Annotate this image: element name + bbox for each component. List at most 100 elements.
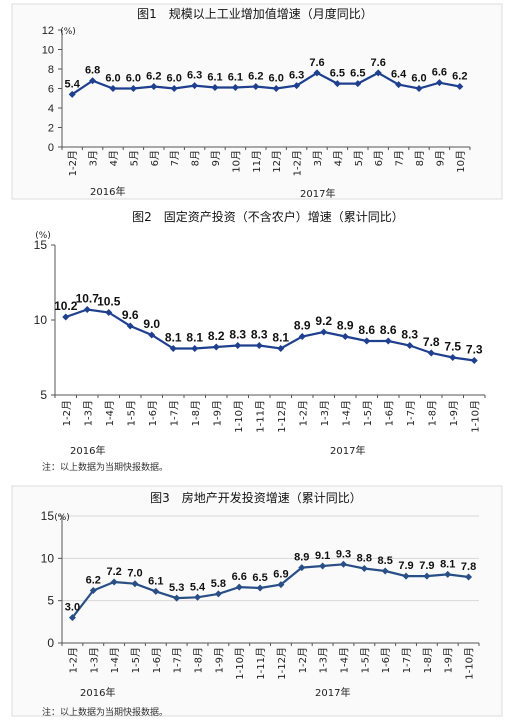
data-point: [129, 85, 137, 92]
data-label: 8.1: [272, 331, 289, 345]
x-category-label: 4月: [332, 150, 344, 166]
x-category-label: 1-7月: [401, 647, 413, 673]
y-tick-label: 10: [41, 551, 55, 565]
data-label: 8.9: [294, 319, 311, 333]
data-point: [256, 584, 264, 592]
year-label: 2017年: [300, 187, 335, 200]
data-label: 3.0: [65, 602, 80, 614]
data-label: 8.3: [229, 328, 246, 342]
data-label: 9.0: [143, 317, 160, 331]
x-category-label: 1-5月: [125, 400, 137, 426]
x-category-label: 7月: [394, 150, 406, 166]
data-point: [333, 80, 341, 88]
y-tick-label: 15: [41, 509, 55, 523]
data-label: 6.6: [432, 67, 447, 79]
data-label: 10.2: [54, 299, 78, 313]
data-point: [131, 580, 139, 588]
chart-title: 图1 规模以上工业增加值增速（月度同比）: [137, 6, 373, 21]
x-category-label: 1-2月: [297, 647, 309, 673]
data-label: 6.2: [86, 575, 101, 587]
x-category-label: 1-9月: [443, 647, 455, 673]
data-point: [68, 614, 76, 622]
data-label: 8.3: [401, 328, 418, 342]
data-label: 6.0: [167, 73, 182, 85]
data-label: 6.2: [452, 71, 467, 83]
data-point: [214, 590, 222, 598]
x-category-label: 1-2月: [297, 400, 309, 426]
data-label: 9.6: [122, 308, 139, 322]
data-label: 6.1: [148, 575, 163, 587]
data-label: 5.4: [65, 78, 81, 90]
data-point: [415, 85, 423, 92]
data-label: 6.0: [105, 73, 120, 85]
data-point: [456, 83, 464, 91]
x-category-label: 1-3月: [82, 400, 94, 426]
data-point: [339, 560, 347, 568]
data-point: [68, 90, 76, 98]
data-label: 6.2: [248, 71, 263, 83]
data-point: [277, 581, 285, 589]
data-point: [423, 572, 431, 580]
data-point: [449, 354, 457, 361]
y-tick-label: 2: [48, 123, 54, 135]
x-category-label: 7月: [169, 150, 181, 166]
data-point: [170, 85, 178, 92]
data-label: 7.5: [444, 340, 461, 354]
data-point: [255, 342, 263, 349]
data-label: 6.0: [269, 73, 284, 85]
data-point: [169, 345, 177, 352]
year-label: 2017年: [315, 686, 350, 699]
y-tick-label: 8: [48, 64, 54, 76]
data-label: 7.9: [419, 560, 434, 572]
x-category-label: 1-6月: [147, 400, 159, 426]
year-label: 2016年: [70, 444, 105, 457]
y-tick-label: 5: [47, 594, 54, 608]
data-point: [212, 343, 220, 351]
data-label: 8.2: [208, 329, 225, 343]
x-category-label: 3月: [88, 150, 100, 166]
data-point: [152, 587, 160, 595]
data-label: 6.6: [232, 571, 247, 583]
data-label: 8.6: [358, 323, 375, 337]
x-category-label: 4月: [108, 150, 120, 166]
x-category-label: 1-7月: [405, 400, 417, 426]
data-point: [191, 345, 199, 352]
year-label: 2017年: [330, 444, 365, 457]
data-label: 9.1: [315, 550, 330, 562]
chart-note: 注：以上数据为当期快报数据。: [42, 461, 168, 473]
data-point: [341, 333, 349, 340]
data-label: 6.1: [228, 72, 243, 84]
data-label: 8.1: [186, 331, 203, 345]
y-tick-label: 4: [48, 103, 54, 115]
x-category-label: 1-11月: [254, 400, 266, 433]
x-category-label: 12月: [271, 150, 283, 173]
data-point: [126, 322, 134, 330]
x-category-label: 1-4月: [104, 400, 116, 426]
data-point: [395, 81, 403, 89]
x-category-label: 1-5月: [362, 400, 374, 426]
real-estate-investment-chart: 图3 房地产开发投资增速（累计同比） 0 5 10 15 (%) 1-2月 1-3月 1-4月 1…: [11, 485, 503, 718]
data-label: 10.5: [97, 295, 121, 309]
data-label: 6.5: [252, 572, 267, 584]
data-label: 9.3: [336, 548, 351, 560]
x-category-label: 3月: [312, 150, 324, 166]
chart-panel-real-estate-investment: 图3 房地产开发投资增速（累计同比） 0 5 10 15 (%) 1-2月 1-3月 1-4月 1…: [0, 484, 513, 726]
chart-frame: [11, 3, 503, 200]
data-point: [470, 357, 478, 364]
data-label: 5.3: [169, 582, 184, 594]
data-point: [360, 564, 368, 572]
x-category-label: 10月: [230, 150, 242, 173]
data-point: [402, 572, 410, 580]
year-label: 2016年: [90, 185, 125, 198]
data-point: [235, 583, 243, 591]
data-point: [406, 342, 414, 349]
y-tick-label: 6: [48, 84, 54, 96]
chart-panel-fixed-asset-investment: 图2 固定资产投资（不含农户）增速（累计同比） 5 10 15 (%) 1-2月 1-3月 1…: [0, 208, 513, 480]
data-point: [354, 80, 362, 88]
fixed-asset-investment-chart: 图2 固定资产投资（不含农户）增速（累计同比） 5 10 15(%) 1-2月 1-3月 1…: [34, 209, 486, 473]
y-tick-label: 0: [47, 636, 54, 650]
data-point: [313, 69, 321, 77]
data-label: 6.4: [391, 69, 407, 81]
x-category-label: 1-2月: [61, 400, 73, 426]
data-label: 10.7: [76, 292, 100, 306]
